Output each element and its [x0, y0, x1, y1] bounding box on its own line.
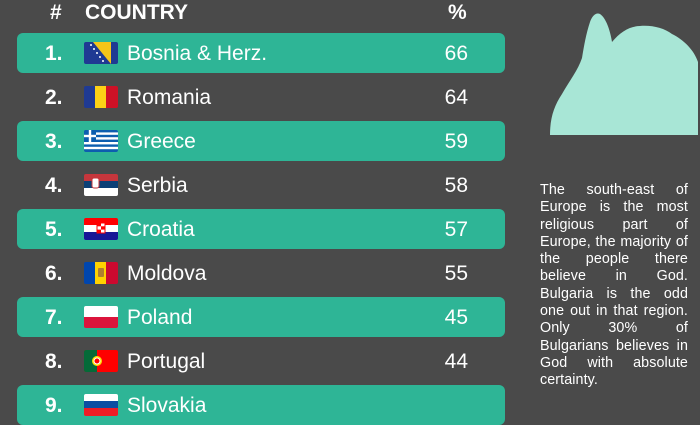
percent-value: 44 [444, 350, 468, 373]
country-name: Croatia [127, 218, 195, 241]
country-name: Moldova [127, 262, 207, 285]
rank-label: 8. [45, 350, 63, 373]
flag-icon-romania [84, 86, 118, 108]
table-row: 1. Bosnia & Herz. 66 [17, 33, 505, 73]
percent-value: 64 [444, 86, 468, 109]
table-row: 4. Serbia 58 [17, 165, 505, 205]
flag-icon-serbia [84, 174, 118, 196]
flag-icon-moldova [84, 262, 118, 284]
table-row: 6. Moldova 55 [17, 253, 505, 293]
table-row: 2. Romania 64 [17, 77, 505, 117]
praying-person-silhouette-icon [550, 13, 698, 135]
side-note: The south-east of Europe is the most rel… [540, 182, 688, 389]
flag-icon-bosnia-herzegovina [84, 42, 118, 64]
rank-label: 3. [45, 130, 63, 153]
table-row: 7. Poland 45 [17, 297, 505, 337]
rank-label: 6. [45, 262, 63, 285]
flag-icon-greece [84, 130, 118, 152]
flag-icon-slovakia [84, 394, 118, 416]
percent-value: 45 [444, 306, 468, 329]
percent-value: 59 [444, 130, 468, 153]
table-row: 8. Portugal 44 [17, 341, 505, 381]
country-name: Portugal [127, 350, 206, 373]
flag-icon-portugal [84, 350, 118, 372]
percent-column-header: % [448, 1, 467, 24]
flag-icon-poland [84, 306, 118, 328]
rank-label: 2. [45, 86, 63, 109]
table-row: 9. Slovakia [17, 385, 505, 425]
percent-value: 58 [444, 174, 468, 197]
table-row: 5. Croatia 57 [17, 209, 505, 249]
rank-column-header: # [50, 1, 62, 24]
country-name: Slovakia [127, 394, 207, 417]
country-column-header: COUNTRY [85, 1, 189, 24]
rank-label: 9. [45, 394, 63, 417]
rank-label: 7. [45, 306, 63, 329]
rank-label: 5. [45, 218, 63, 241]
country-name: Serbia [127, 174, 188, 197]
country-name: Poland [127, 306, 193, 329]
country-name: Greece [127, 130, 196, 153]
percent-value: 55 [444, 262, 468, 285]
percent-value: 57 [444, 218, 468, 241]
country-name: Romania [127, 86, 212, 109]
table-header: # COUNTRY % [0, 0, 520, 28]
rank-label: 4. [45, 174, 63, 197]
country-name: Bosnia & Herz. [127, 42, 268, 65]
flag-icon-croatia [84, 218, 118, 240]
table-row: 3. Greece 59 [17, 121, 505, 161]
percent-value: 66 [444, 42, 468, 65]
rank-label: 1. [45, 42, 63, 65]
